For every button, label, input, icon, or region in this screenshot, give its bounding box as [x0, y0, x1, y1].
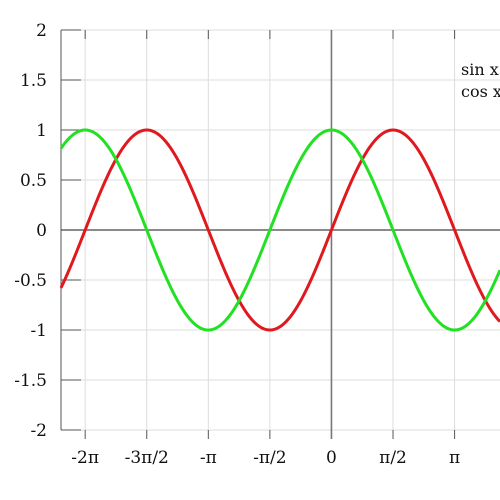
- cos-curve: [59, 128, 500, 332]
- x-tick-label: -π: [200, 448, 217, 468]
- series-lines: [59, 128, 500, 332]
- tick-labels: 2 1.5 1 0.5 0 -0.5 -1 -1.5 -2 -2π -3π/2 -π -π/2 0 π/2 π: [14, 21, 460, 468]
- sin-curve: [59, 128, 500, 332]
- x-tick-label: -3π/2: [125, 448, 169, 468]
- y-tick-label: -0.5: [14, 271, 47, 291]
- legend: sin x cos x: [461, 60, 500, 101]
- y-tick-label: 0.5: [20, 171, 47, 191]
- axes: [60, 29, 500, 439]
- x-tick-label: -π/2: [253, 448, 286, 468]
- y-tick-label: -2: [30, 421, 47, 441]
- y-tick-label: 1.5: [20, 71, 47, 91]
- x-tick-label: π/2: [379, 448, 407, 468]
- y-tick-label: 2: [36, 21, 47, 41]
- legend-entry-sin: sin x: [461, 60, 499, 79]
- y-tick-label: 1: [36, 121, 47, 141]
- x-tick-label: π: [449, 448, 460, 468]
- y-tick-label: -1: [30, 321, 47, 341]
- y-tick-label: -1.5: [14, 371, 47, 391]
- x-tick-label: 0: [326, 448, 337, 468]
- legend-entry-cos: cos x: [461, 82, 500, 101]
- y-tick-label: 0: [36, 221, 47, 241]
- x-tick-label: -2π: [71, 448, 99, 468]
